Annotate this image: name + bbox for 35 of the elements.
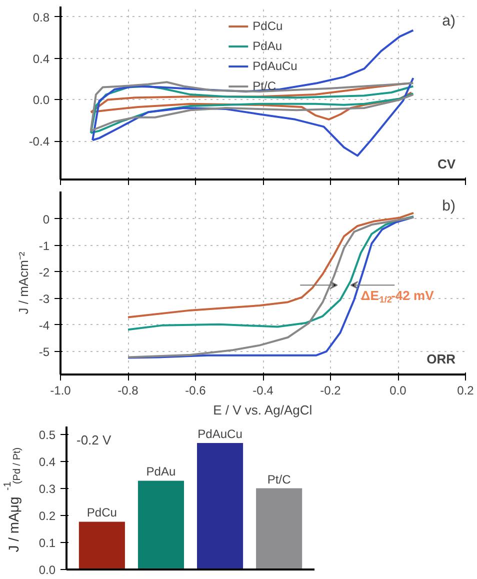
annotation: ORR [426,352,456,366]
y-tick-label: -2 [38,265,50,280]
y-tick-label: 0.1 [38,536,56,550]
x-tick-label: -0.2 [320,384,342,398]
y-tick-label: 0.0 [38,563,56,577]
legend-label: PdCu [252,19,283,33]
y-tick-label: -0.4 [28,134,50,149]
annotation: a) [442,12,456,30]
y-tick-label: -4 [38,318,50,332]
x-tick-label: 0.2 [457,384,474,398]
x-tick-label: -0.8 [118,384,139,398]
legend-label: PdAuCu [252,59,298,73]
y-tick-label: -5 [38,344,50,359]
y-tick-label: 0.2 [38,509,56,524]
y-axis-title: J / mAcm⁻² [16,251,31,314]
y-axis-title: J / mAμg-1(Pd / Pt) [2,447,24,552]
y-tick-label: -1 [38,238,50,253]
legend-label: Pt/C [252,79,276,93]
annotation: b) [442,198,456,214]
y-tick-label: 0.0 [32,93,50,108]
x-tick-label: -0.6 [185,384,206,398]
x-tick-label: 0.0 [390,384,407,398]
x-tick-label: -1.0 [50,384,72,398]
annotation: -0.2 V [76,432,112,448]
y-tick-label: 0.8 [32,10,50,24]
y-tick-label: 0 [42,212,50,226]
x-tick-label: -0.4 [252,384,274,398]
y-tick-label: 0.4 [32,52,50,66]
y-tick-label: -3 [38,292,50,306]
annotation: CV [437,156,456,172]
y-tick-label: 0.5 [38,428,56,442]
y-tick-label: 0.3 [38,482,56,496]
y-tick-label: 0.4 [38,455,56,470]
legend-label: PdAu [252,39,282,53]
x-axis-title: E / V vs. Ag/AgCl [213,402,312,418]
